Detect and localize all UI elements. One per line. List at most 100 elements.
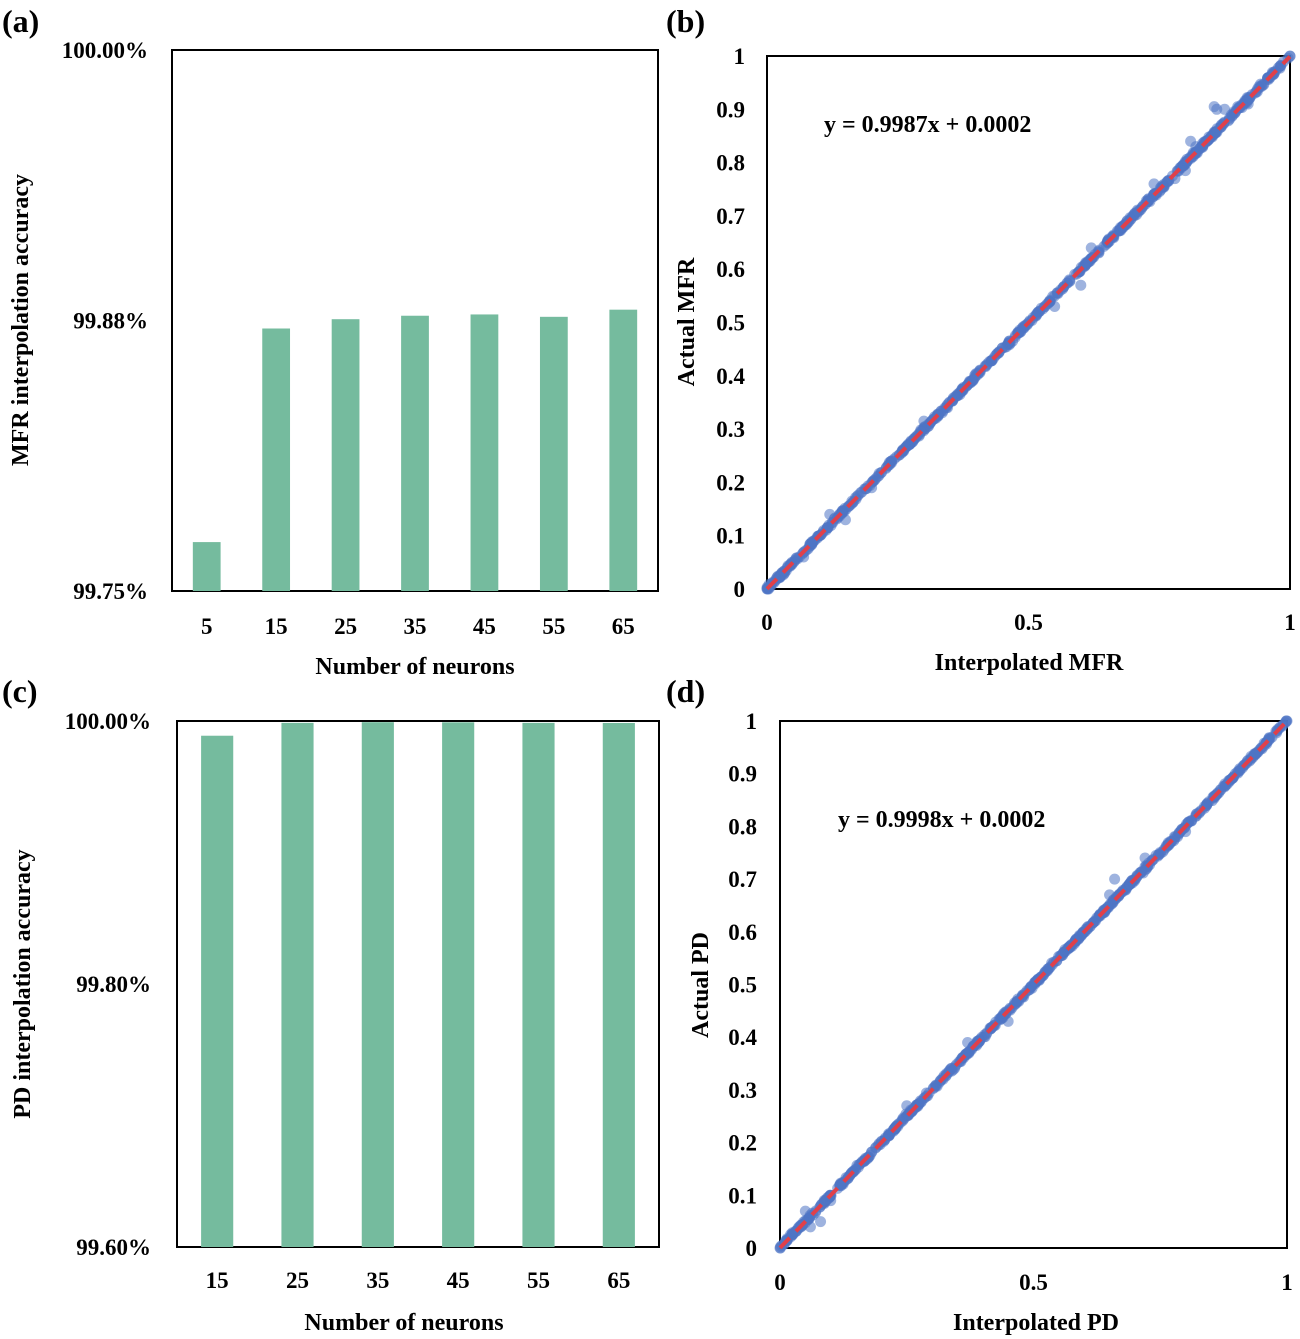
x-tick-label: 0 — [774, 1270, 786, 1295]
x-tick-label: 25 — [334, 614, 357, 639]
scatter-point — [1074, 930, 1086, 942]
scatter-point — [1049, 301, 1061, 313]
x-tick-label: 55 — [542, 614, 565, 639]
scatter-point — [1139, 852, 1151, 864]
y-tick-label: 0.7 — [716, 204, 745, 229]
scatter-point — [1075, 279, 1087, 291]
y-tick-label: 0.3 — [716, 417, 745, 442]
y-tick-labels: 0 0.1 0.2 0.3 0.4 0.5 0.6 0.7 0.8 0.9 1 — [728, 709, 757, 1261]
bar-65 — [609, 309, 638, 591]
plot-frame — [779, 720, 1288, 1249]
x-tick-labels: 15 25 35 45 55 65 — [206, 1268, 631, 1293]
x-tick-label: 0.5 — [1019, 1270, 1048, 1295]
y-tick-label: 0.8 — [728, 814, 757, 839]
panel-label: (b) — [666, 3, 705, 39]
x-tick-label: 25 — [286, 1268, 309, 1293]
x-tick-label: 0 — [761, 610, 773, 635]
scatter-point — [799, 1205, 811, 1217]
y-tick-label: 0.1 — [728, 1183, 757, 1208]
y-tick-label: 0.1 — [716, 524, 745, 549]
x-tick-labels: 5 15 25 35 45 55 65 — [201, 614, 635, 639]
bar-35 — [361, 722, 394, 1247]
y-tick-label: 1 — [746, 709, 758, 734]
x-axis-title: Number of neurons — [304, 1310, 503, 1336]
y-axis-title: Actual PD — [688, 932, 714, 1038]
y-axis-title: MFR interpolation accuracy — [8, 174, 34, 466]
plot-frame — [176, 720, 660, 1248]
scatter-point — [1109, 873, 1121, 885]
scatter-point — [1002, 1015, 1014, 1027]
x-tick-labels: 0 0.5 1 — [774, 1270, 1293, 1295]
y-tick-label: 99.88% — [73, 309, 148, 334]
y-tick-label: 0.9 — [716, 97, 745, 122]
y-tick-label: 0.5 — [716, 311, 745, 336]
bar-series — [192, 309, 638, 591]
y-tick-label: 100.00% — [62, 38, 148, 63]
y-tick-labels: 99.60% 99.80% 100.00% — [65, 709, 151, 1260]
bar-45 — [470, 314, 499, 591]
bar-15 — [262, 328, 291, 591]
bar-25 — [281, 722, 314, 1247]
bar-65 — [602, 722, 635, 1247]
scatter-point — [901, 1100, 913, 1112]
panel-label: (d) — [666, 673, 705, 709]
scatter-point — [918, 415, 930, 427]
scatter-point — [1148, 178, 1160, 190]
x-axis-title: Number of neurons — [315, 654, 514, 680]
scatter-point — [815, 1216, 827, 1228]
x-tick-label: 1 — [1284, 610, 1296, 635]
y-tick-label: 0.8 — [716, 151, 745, 176]
x-tick-label: 65 — [612, 614, 635, 639]
y-tick-label: 99.60% — [76, 1235, 151, 1260]
x-tick-label: 45 — [447, 1268, 470, 1293]
bar-45 — [442, 722, 475, 1247]
y-tick-label: 0 — [746, 1236, 758, 1261]
y-tick-label: 0.9 — [728, 762, 757, 787]
y-tick-label: 0.2 — [716, 470, 745, 495]
bar-series — [201, 722, 635, 1247]
scatter-point — [1242, 98, 1254, 110]
scatter-point — [1104, 889, 1116, 901]
scatter-point — [804, 1221, 816, 1233]
x-axis-title: Interpolated MFR — [935, 650, 1124, 676]
y-tick-label: 0.6 — [728, 920, 757, 945]
scatter-point — [824, 508, 836, 520]
x-tick-label: 15 — [206, 1268, 229, 1293]
scatter-point — [1010, 997, 1022, 1009]
y-axis-title: Actual MFR — [674, 257, 700, 386]
y-tick-label: 0.7 — [728, 867, 757, 892]
y-tick-label: 0.5 — [728, 973, 757, 998]
scatter-point — [1085, 242, 1097, 254]
scatter-point — [1179, 165, 1191, 177]
y-tick-label: 99.75% — [73, 579, 148, 604]
x-tick-label: 65 — [607, 1268, 630, 1293]
panel-d: (d) 00.10.20.30.40.50.60.70.80.91 0 0.5 1 … — [666, 673, 1293, 1336]
scatter-point — [1186, 815, 1198, 827]
scatter-point — [1185, 135, 1197, 147]
y-tick-label: 0 — [734, 577, 746, 602]
panel-label: (c) — [2, 673, 38, 709]
bar-55 — [539, 316, 568, 591]
trend-line — [778, 719, 1289, 1250]
y-tick-label: 1 — [734, 44, 746, 69]
y-axis-title: PD interpolation accuracy — [10, 849, 36, 1118]
y-tick-label: 99.80% — [76, 972, 151, 997]
bar-25 — [331, 319, 360, 591]
y-tick-label: 0.4 — [728, 1025, 757, 1050]
x-tick-label: 0.5 — [1014, 610, 1043, 635]
x-tick-label: 55 — [527, 1268, 550, 1293]
regression-equation: y = 0.9998x + 0.0002 — [838, 807, 1045, 833]
panel-c: (c) 99.60% 99.80% 100.00% 15 25 35 45 55 65 Num… — [2, 673, 660, 1336]
y-tick-label: 0.6 — [716, 257, 745, 282]
panel-b: (b) 00.10.20.30.40.50.60.70.80.91 0 0.5 1 … — [666, 3, 1296, 676]
x-tick-label: 5 — [201, 614, 213, 639]
y-tick-labels: 0 0.1 0.2 0.3 0.4 0.5 0.6 0.7 0.8 0.9 1 — [716, 44, 745, 602]
scatter-point — [1281, 715, 1293, 727]
trend-line-group — [765, 55, 1292, 591]
scatter-point — [1211, 103, 1223, 115]
scatter-point — [1219, 103, 1231, 115]
bar-35 — [401, 315, 429, 591]
panel-label: (a) — [2, 3, 39, 39]
x-axis-title: Interpolated PD — [953, 1310, 1119, 1336]
